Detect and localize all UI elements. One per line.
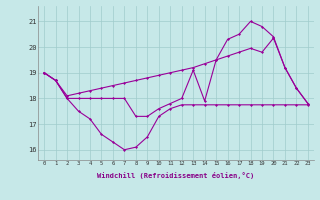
X-axis label: Windchill (Refroidissement éolien,°C): Windchill (Refroidissement éolien,°C) xyxy=(97,172,255,179)
